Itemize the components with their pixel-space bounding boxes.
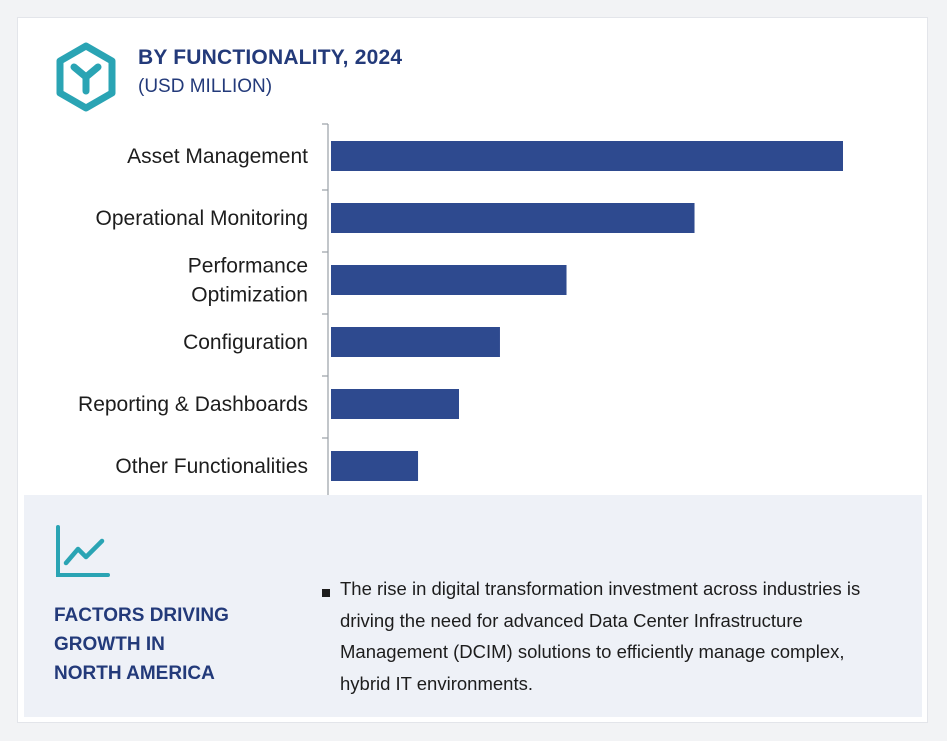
factors-panel: FACTORS DRIVING GROWTH IN NORTH AMERICA … [24, 495, 922, 717]
factors-bullet-text: The rise in digital transformation inves… [340, 578, 861, 694]
bar-1 [331, 203, 695, 233]
trend-line-chart-icon [56, 525, 110, 577]
chart-subtitle: (USD MILLION) [138, 76, 273, 97]
bullet-icon [322, 589, 330, 597]
category-label-0: Asset Management [127, 145, 308, 168]
bar-0 [331, 141, 843, 171]
category-label-4: Reporting & Dashboards [78, 393, 308, 416]
category-label-2: Performance Optimization [188, 255, 308, 307]
chart-card: BY FUNCTIONALITY, 2024 (USD MILLION) Ass… [17, 17, 928, 723]
hexagon-logo-icon [56, 42, 116, 112]
bar-5 [331, 451, 419, 481]
category-label-5: Other Functionalities [115, 455, 308, 478]
bar-2 [331, 265, 567, 295]
factors-heading: FACTORS DRIVING GROWTH IN NORTH AMERICA [54, 605, 229, 684]
bar-3 [331, 327, 500, 357]
chart-title: BY FUNCTIONALITY, 2024 [138, 46, 403, 69]
bar-chart: Asset Management Operational Monitoring Pe… [78, 123, 843, 499]
bar-4 [331, 389, 459, 419]
category-label-3: Configuration [183, 331, 308, 354]
category-label-1: Operational Monitoring [96, 207, 308, 230]
